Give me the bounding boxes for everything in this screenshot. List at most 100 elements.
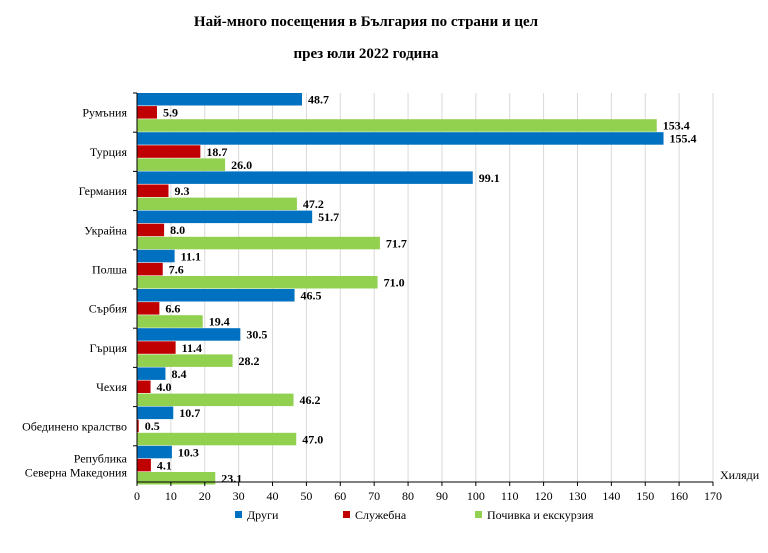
data-label: 8.0	[170, 223, 185, 237]
legend-swatch	[475, 511, 482, 518]
x-tick-label: 150	[636, 489, 654, 503]
data-label: 46.5	[301, 289, 322, 303]
data-label: 71.7	[386, 236, 407, 250]
category-label-line: Германия	[79, 184, 128, 198]
data-label: 11.1	[181, 249, 201, 263]
x-tick-label: 60	[334, 489, 346, 503]
bar	[137, 145, 201, 158]
category-label-line: Северна Македония	[25, 465, 128, 479]
legend-label: Други	[247, 508, 279, 522]
category-label-line: Обединено кралство	[22, 419, 127, 433]
bar	[137, 249, 175, 263]
data-label: 153.4	[663, 119, 690, 133]
bar	[137, 184, 169, 197]
category-label: Румъния	[82, 106, 127, 120]
bar	[137, 328, 241, 341]
data-label: 4.1	[157, 458, 172, 472]
gridlines	[136, 93, 714, 482]
category-label-line: Република	[74, 451, 128, 465]
x-tick-label: 110	[501, 489, 519, 503]
data-label: 8.4	[171, 367, 186, 381]
bar	[137, 419, 139, 433]
chart-subtitle: през юли 2022 година	[294, 46, 439, 62]
category-label-line: Румъния	[82, 106, 127, 120]
x-tick-label: 70	[368, 489, 380, 503]
bar	[137, 367, 166, 380]
data-label: 19.4	[209, 315, 230, 329]
data-label: 9.3	[175, 184, 190, 198]
data-label: 51.7	[318, 210, 339, 224]
category-label-line: Чехия	[96, 380, 127, 394]
category-label-line: Сърбия	[89, 302, 128, 316]
bar	[137, 93, 303, 106]
category-labels: Румъния Турция Германия Украйна Полша Сърбия Г…	[22, 106, 128, 480]
x-tick-label: 50	[300, 489, 312, 503]
category-label: Гърция	[89, 341, 127, 355]
category-label-line: Украйна	[84, 223, 127, 237]
x-tick-label: 0	[134, 489, 140, 503]
x-tick-label: 140	[602, 489, 620, 503]
bar	[137, 472, 216, 485]
data-label: 47.2	[303, 197, 324, 211]
x-tick-label: 130	[568, 489, 586, 503]
bar	[137, 210, 313, 224]
x-tick-label: 100	[467, 489, 485, 503]
bar	[137, 106, 157, 119]
data-label: 7.6	[169, 262, 184, 276]
category-label: Украйна	[84, 223, 127, 237]
legend-label: Служебна	[355, 508, 407, 522]
category-label: Полша	[92, 262, 128, 276]
category-label: Обединено кралство	[22, 419, 127, 433]
category-label-line: Гърция	[89, 341, 127, 355]
bar	[137, 432, 297, 446]
x-tick-label: 10	[165, 489, 177, 503]
data-label: 71.0	[384, 276, 405, 290]
data-label: 30.5	[246, 328, 267, 342]
category-label: Чехия	[96, 380, 127, 394]
bar	[137, 458, 151, 472]
bar	[137, 380, 151, 393]
bar	[137, 171, 473, 184]
bar	[137, 406, 174, 420]
bar	[137, 315, 203, 328]
bars	[137, 93, 664, 485]
x-tick-label: 20	[199, 489, 211, 503]
data-label: 155.4	[670, 132, 697, 146]
axes	[133, 92, 714, 486]
chart-title: Най-много посещения в България по страни…	[194, 14, 539, 30]
x-tick-label: 160	[670, 489, 688, 503]
bar	[137, 289, 295, 302]
x-tick-label: 40	[267, 489, 279, 503]
x-tick-label: 90	[436, 489, 448, 503]
data-label: 46.2	[300, 393, 321, 407]
data-label: 5.9	[163, 106, 178, 120]
x-axis-unit-label: Хиляди	[720, 468, 760, 482]
bar	[137, 341, 176, 354]
category-label-line: Полша	[92, 262, 128, 276]
data-label: 47.0	[302, 432, 323, 446]
data-label: 99.1	[479, 171, 500, 185]
data-label: 18.7	[206, 145, 227, 159]
bar	[137, 236, 380, 250]
category-label: Германия	[79, 184, 128, 198]
bar	[137, 276, 378, 289]
data-label: 10.3	[178, 445, 199, 459]
category-label: Турция	[90, 145, 128, 159]
legend-swatch	[343, 511, 350, 518]
bar	[137, 354, 233, 367]
data-label: 10.7	[179, 406, 200, 420]
bar	[137, 445, 172, 459]
data-label: 0.5	[145, 419, 160, 433]
data-label: 26.0	[231, 158, 252, 172]
tick-labels: 0 10 20 30 40 50 60 70 80 90 100 110 120 130 140 150 160…	[134, 489, 722, 503]
category-label: Република Северна Македония	[25, 451, 128, 479]
data-label: 23.1	[221, 472, 242, 486]
data-label: 6.6	[165, 302, 180, 316]
legend-label: Почивка и екскурзия	[487, 508, 594, 522]
legend: Други Служебна Почивка и екскурзия	[235, 508, 594, 522]
category-label: Сърбия	[89, 302, 128, 316]
data-label: 11.4	[182, 341, 202, 355]
bar	[137, 158, 226, 171]
x-tick-label: 170	[704, 489, 722, 503]
